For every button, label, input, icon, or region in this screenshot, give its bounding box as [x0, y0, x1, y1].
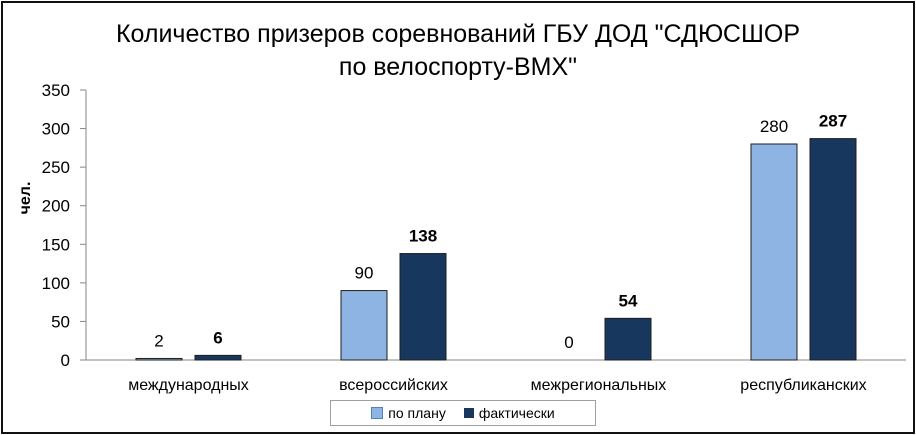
y-tick-label: 250	[42, 158, 70, 177]
x-tick-label: республиканских	[740, 377, 866, 394]
x-tick-label: межрегиональных	[531, 377, 667, 394]
legend-label-actual: фактически	[478, 405, 555, 421]
y-tick-label: 200	[42, 197, 70, 216]
x-tick-label: всероссийских	[339, 377, 448, 394]
legend-label-plan: по плану	[388, 405, 446, 421]
bar-actual	[809, 138, 857, 361]
chart-title-line-1: Количество призеров соревнований ГБУ ДОД…	[115, 20, 801, 48]
data-label-actual: 54	[619, 291, 638, 310]
y-tick-label: 150	[42, 235, 70, 254]
legend-swatch-plan	[371, 407, 384, 419]
bar-actual	[194, 354, 242, 361]
legend-item-actual: фактически	[463, 405, 555, 421]
legend-swatch-actual	[463, 408, 474, 418]
y-tick-label: 100	[42, 274, 70, 293]
data-label-plan: 280	[760, 117, 788, 136]
chart-title-line-2: по велоспорту-ВМХ"	[338, 53, 578, 81]
chart-legend: по плану фактически	[330, 400, 596, 426]
y-tick-label: 50	[51, 312, 70, 331]
data-label-actual: 6	[213, 328, 222, 347]
bar-actual	[399, 253, 447, 361]
y-axis-label: чел.	[17, 182, 34, 215]
data-label-plan: 0	[564, 333, 573, 352]
x-tick-label: международных	[128, 377, 249, 394]
bar-plan	[340, 290, 388, 361]
data-label-actual: 287	[819, 112, 847, 131]
data-label-plan: 90	[355, 264, 374, 283]
data-label-plan: 2	[154, 331, 163, 350]
y-tick-label: 350	[42, 81, 70, 100]
bar-actual	[604, 317, 652, 361]
legend-item-plan: по плану	[371, 405, 446, 421]
bar-plan	[135, 357, 183, 361]
bar-plan	[750, 143, 798, 361]
y-tick-label: 0	[61, 351, 70, 370]
y-tick-label: 300	[42, 120, 70, 139]
data-label-actual: 138	[409, 227, 437, 246]
